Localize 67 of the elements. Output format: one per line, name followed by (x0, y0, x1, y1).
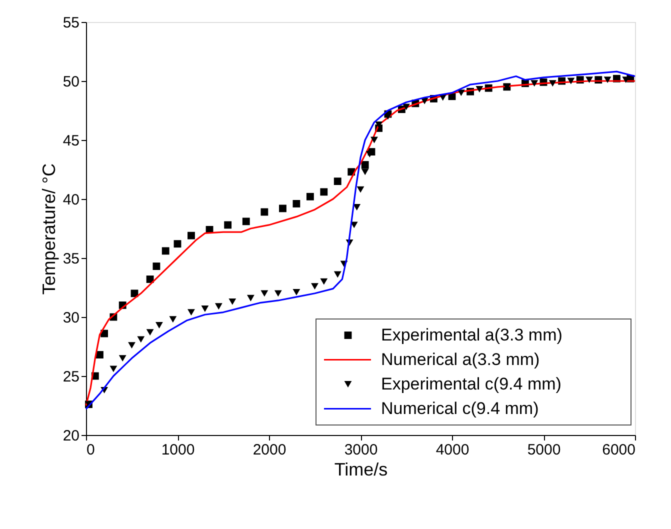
point (110, 366, 118, 372)
point (146, 276, 154, 283)
point (320, 278, 328, 285)
y-tick-label: 30 (62, 310, 80, 326)
y-tick-label: 55 (62, 14, 80, 32)
y-axis-title: Temperature/ °C (38, 163, 59, 295)
point (260, 290, 268, 297)
point (530, 80, 538, 87)
point (548, 80, 556, 87)
point (228, 298, 236, 305)
point (224, 221, 232, 229)
point (334, 178, 342, 186)
point (356, 186, 364, 193)
point (586, 76, 593, 84)
point (155, 322, 163, 328)
y-tick-label: 20 (62, 428, 80, 444)
point (128, 342, 136, 349)
point (242, 218, 250, 226)
point (375, 121, 383, 128)
x-tick-label: 1000 (161, 442, 195, 458)
point (146, 329, 154, 336)
x-tick-label: 0 (86, 442, 95, 458)
legend-label: Numerical c(9.4 mm) (381, 398, 539, 418)
point (214, 303, 222, 310)
x-tick-label: 5000 (527, 442, 561, 458)
x-tick-label: 6000 (602, 442, 636, 458)
point (279, 204, 286, 212)
y-tick-label: 50 (62, 74, 80, 90)
point (162, 247, 170, 255)
point (350, 222, 358, 228)
point (306, 192, 314, 200)
point (188, 309, 195, 316)
point (292, 289, 300, 296)
x-axis-title: Time/s (334, 460, 388, 480)
y-tick-label: 40 (62, 192, 80, 208)
point (292, 200, 300, 208)
point (311, 283, 318, 290)
point (246, 294, 254, 302)
legend-label: Experimental c(9.4 mm) (381, 374, 562, 394)
y-tick-label: 25 (62, 368, 80, 386)
point (174, 240, 182, 248)
x-tick-label: 4000 (436, 442, 470, 458)
point (402, 104, 410, 110)
point (169, 316, 177, 323)
point (334, 271, 342, 278)
point (274, 290, 282, 297)
legend-label: Numerical a(3.3 mm) (381, 350, 540, 369)
x-tick-label: 2000 (252, 442, 286, 458)
point (361, 168, 369, 176)
point (604, 76, 612, 84)
point (152, 262, 160, 270)
legend-label: Experimental a(3.3 mm) (381, 325, 562, 344)
point (567, 78, 575, 84)
point (201, 306, 209, 312)
y-tick-label: 45 (62, 132, 80, 150)
point (260, 208, 268, 216)
point (353, 204, 361, 210)
point (118, 355, 126, 362)
point (370, 136, 378, 144)
x-tick-label: 3000 (344, 442, 378, 458)
point (361, 161, 369, 168)
y-tick-label: 35 (62, 250, 80, 268)
point (137, 336, 145, 343)
point (476, 86, 484, 92)
point (96, 351, 104, 358)
point (320, 188, 328, 196)
point (188, 232, 195, 240)
